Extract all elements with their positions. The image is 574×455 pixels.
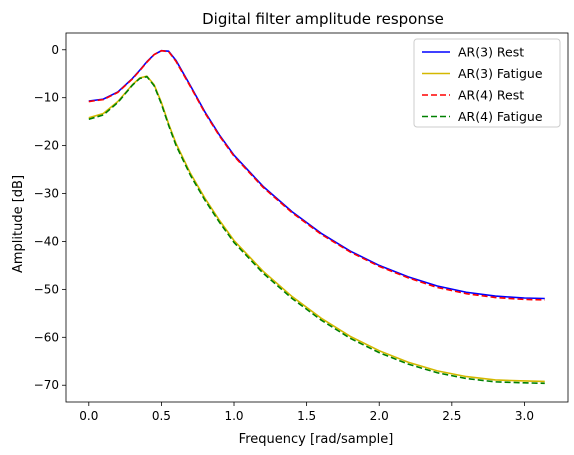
series-lines xyxy=(65,32,569,403)
legend-label: AR(3) Rest xyxy=(458,45,524,60)
x-tick-label: 1.0 xyxy=(224,409,243,423)
x-tick-label: 2.0 xyxy=(370,409,389,423)
x-tick-label: 1.5 xyxy=(297,409,316,423)
legend-label: AR(4) Rest xyxy=(458,88,524,103)
y-tick-label: −30 xyxy=(34,187,59,201)
x-tick-label: 0.0 xyxy=(79,409,98,423)
y-tick-label: −40 xyxy=(34,234,59,248)
y-tick-label: −50 xyxy=(34,282,59,296)
series-line-ar-4-fatigue xyxy=(88,75,545,385)
y-tick-label: −70 xyxy=(34,378,59,392)
plot-frame xyxy=(65,32,569,403)
y-tick-label: −60 xyxy=(34,330,59,344)
x-tick-label: 2.5 xyxy=(442,409,461,423)
series-line-ar-3-rest xyxy=(88,49,545,300)
x-tick-label: 0.5 xyxy=(152,409,171,423)
x-axis-label: Frequency [rad/sample] xyxy=(239,432,394,447)
legend-label: AR(3) Fatigue xyxy=(458,66,543,81)
y-tick-label: −20 xyxy=(34,139,59,153)
legend-box xyxy=(413,38,561,128)
y-tick-label: 0 xyxy=(51,43,59,57)
axis-ticks: 0.0 0.5 1.0 1.5 2.0 2.5 3.0 0 −10 −20 −30 −40 −50 −60… xyxy=(34,43,534,423)
y-axis-label: Amplitude [dB] xyxy=(11,175,26,273)
legend: AR(3) Rest AR(3) Fatigue AR(4) Rest AR(4) F… xyxy=(413,38,561,128)
y-tick-label: −10 xyxy=(34,91,59,105)
legend-label: AR(4) Fatigue xyxy=(458,109,543,124)
chart-title: Digital filter amplitude response xyxy=(202,10,444,28)
x-tick-label: 3.0 xyxy=(515,409,534,423)
